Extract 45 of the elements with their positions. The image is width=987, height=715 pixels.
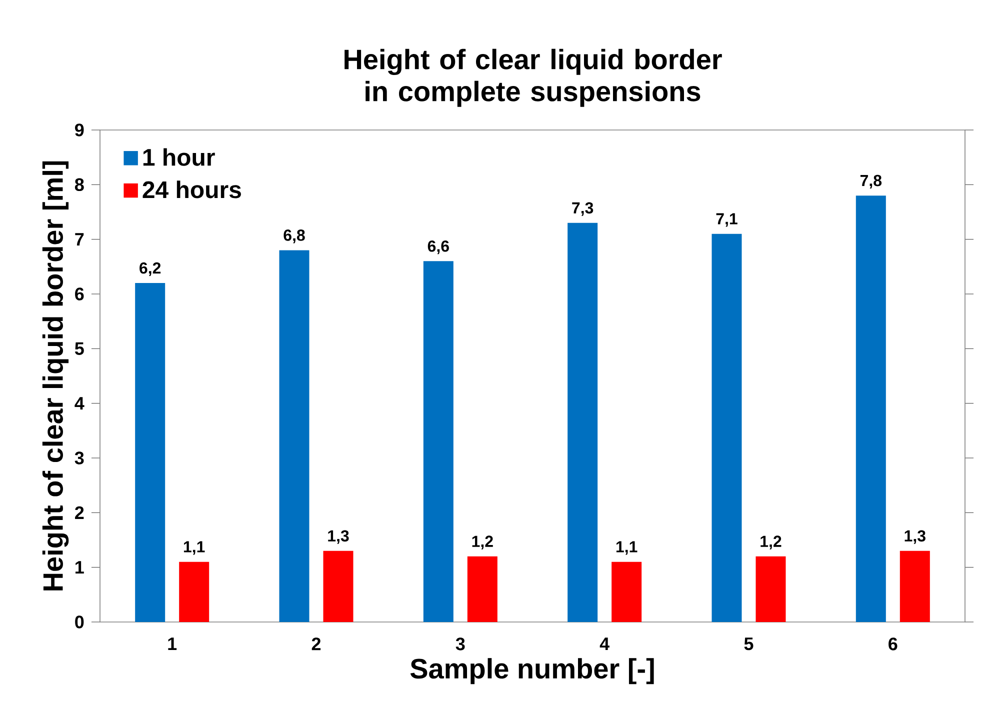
bar [323, 550, 354, 622]
y-tick-label: 8 [74, 178, 84, 192]
bar [856, 196, 886, 622]
y-tick-label: 4 [74, 397, 84, 410]
data-label: 1,3 [904, 530, 926, 544]
data-label: 1,2 [472, 536, 493, 550]
x-axis-title: Sample number [-] [410, 658, 654, 684]
bar [712, 234, 742, 622]
bar [756, 556, 786, 622]
x-tick-label: 3 [456, 638, 465, 650]
data-label: 7,1 [716, 213, 738, 227]
legend-label: 24 hours [142, 180, 241, 198]
x-tick-label: 4 [600, 638, 610, 650]
legend-label: 1 hour [143, 148, 215, 166]
data-label: 7,3 [572, 202, 594, 216]
data-label: 1,1 [616, 541, 638, 555]
bar [135, 283, 166, 622]
chart-title: Height of clear liquid border in complete suspensions [344, 48, 722, 107]
y-tick-label: 5 [74, 342, 84, 355]
y-tick-label: 0 [75, 616, 84, 628]
y-tick-label: 9 [75, 124, 84, 136]
y-tick-label: 7 [75, 233, 84, 246]
data-label: 7,8 [860, 174, 882, 189]
x-tick-label: 2 [312, 638, 321, 650]
bar [467, 556, 498, 622]
data-label: 6,8 [284, 230, 305, 244]
x-tick-label: 6 [888, 638, 898, 650]
bar [423, 261, 454, 622]
y-tick-label: 1 [76, 561, 84, 574]
x-tick-label: 1 [168, 638, 177, 650]
bar [612, 562, 642, 622]
x-tick-label: 5 [744, 638, 754, 650]
y-tick-label: 2 [75, 506, 84, 519]
y-tick-label: 3 [74, 452, 84, 464]
data-label: 6,6 [428, 240, 449, 254]
data-label: 1,3 [328, 530, 349, 544]
data-label: 6,2 [140, 262, 161, 276]
bar [568, 222, 598, 622]
bar [179, 562, 210, 622]
data-label: 1,1 [184, 541, 205, 555]
data-label: 1,2 [760, 536, 782, 550]
y-axis-title: Height of clear liquid border [ml] [42, 161, 69, 590]
y-tick-label: 6 [75, 288, 84, 300]
bar [900, 550, 930, 622]
bar [279, 250, 310, 622]
